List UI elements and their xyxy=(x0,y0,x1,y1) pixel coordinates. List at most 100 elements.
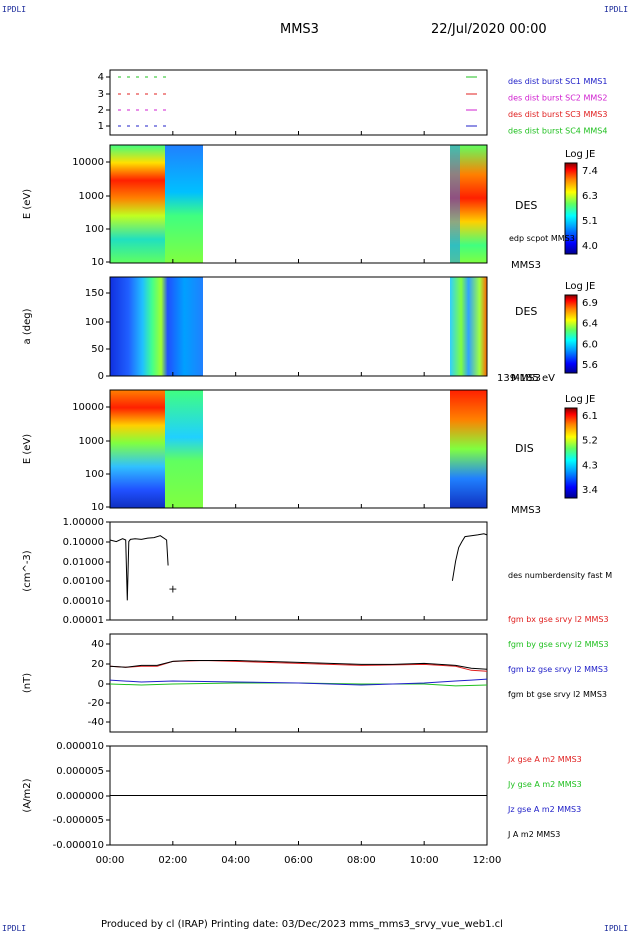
ytick-label: -20 xyxy=(88,698,104,709)
legend-entry: des dist burst SC2 MMS2 xyxy=(508,94,607,103)
legend-entry: fgm bt gse srvy l2 MMS3 xyxy=(508,690,607,699)
fgm-bz-line xyxy=(109,678,488,686)
colorbar-tick-label: 4.0 xyxy=(582,241,598,252)
corner-label-bl: IPDLI xyxy=(2,924,27,933)
des-pitch-block-2 xyxy=(450,277,487,376)
ytick-label: 40 xyxy=(91,639,104,650)
colorbar-tick-label: 3.4 xyxy=(582,485,598,496)
legend-entry: des numberdensity fast M xyxy=(508,571,612,580)
date-title: 22/Jul/2020 00:00 xyxy=(431,22,547,37)
density-line xyxy=(451,533,488,581)
legend-entry: fgm bx gse srvy l2 MMS3 xyxy=(508,615,609,624)
panel-spacecraft-label: MMS3 xyxy=(511,260,541,271)
panel-density xyxy=(109,521,488,621)
dis-energy-block-3 xyxy=(450,390,487,508)
panel-spacecraft-label: MMS3 xyxy=(511,505,541,516)
colorbar-title: Log JE xyxy=(565,149,595,160)
corner-label-tr: IPDLI xyxy=(604,5,629,14)
panel-burst-frame xyxy=(109,69,488,136)
ytick-label: 0.000000 xyxy=(56,791,104,802)
ytick-label: 0.000010 xyxy=(56,741,104,752)
legend-entry: J A m2 MMS3 xyxy=(507,830,560,839)
ytick-label: 0.00010 xyxy=(63,596,104,607)
footer-text: Produced by cl (IRAP) Printing date: 03/… xyxy=(101,919,503,930)
ytick-label: 0 xyxy=(98,679,104,690)
ytick-label: 0.00100 xyxy=(63,576,104,587)
colorbar-tick-label: 5.1 xyxy=(582,216,598,227)
mission-title: MMS3 xyxy=(280,22,319,37)
corner-label-tl: IPDLI xyxy=(2,5,27,14)
colorbar-tick-label: 6.0 xyxy=(582,339,598,350)
panel-fgm xyxy=(109,633,488,733)
xtick-label: 04:00 xyxy=(221,855,250,866)
fgm-bx-line xyxy=(109,659,488,672)
legend-entry: des dist burst SC1 MMS1 xyxy=(508,77,607,86)
xtick-label: 00:00 xyxy=(96,855,125,866)
panel-burst xyxy=(109,69,488,136)
y-axis-label: a (deg) xyxy=(22,308,33,344)
panel-spacecraft-label: MMS3 xyxy=(511,373,541,384)
ytick-label: -40 xyxy=(88,717,104,728)
des-pitch-colorbar xyxy=(564,294,578,374)
des-energy-block-2 xyxy=(165,145,203,263)
des-pitch-block-1 xyxy=(110,277,203,376)
xtick-label: 10:00 xyxy=(410,855,439,866)
des-energy-block-3-edge xyxy=(450,145,460,263)
colorbar-tick-label: 5.6 xyxy=(582,360,598,371)
ytick-label: 100 xyxy=(85,317,104,328)
ytick-label: -0.000005 xyxy=(53,815,104,826)
legend-entry: des dist burst SC3 MMS3 xyxy=(508,110,607,119)
ytick-label: 0 xyxy=(98,371,104,382)
y-axis-label: E (eV) xyxy=(22,434,33,464)
ytick-label: 0.000005 xyxy=(56,766,104,777)
legend-entry: fgm bz gse srvy l2 MMS3 xyxy=(508,665,608,674)
colorbar-tick-label: 5.2 xyxy=(582,436,598,447)
ytick-label: 1000 xyxy=(79,436,104,447)
ytick-label: 1000 xyxy=(79,191,104,202)
colorbar-tick-label: 7.4 xyxy=(582,166,598,177)
ytick-label: 0.10000 xyxy=(63,537,104,548)
colorbar-tick-label: 6.4 xyxy=(582,319,598,330)
panel-dis-energy xyxy=(109,389,578,509)
ytick-label: 1 xyxy=(98,121,104,132)
legend-entry: Jy gse A m2 MMS3 xyxy=(507,780,582,789)
des-energy-colorbar xyxy=(564,162,578,255)
ytick-label: 4 xyxy=(98,72,104,83)
density-line xyxy=(109,535,169,601)
ytick-label: 10000 xyxy=(72,157,104,168)
dis-energy-colorbar xyxy=(564,407,578,499)
corner-label-br: IPDLI xyxy=(604,924,629,933)
legend-entry: Jx gse A m2 MMS3 xyxy=(507,755,582,764)
density-frame xyxy=(109,521,488,621)
ytick-label: 150 xyxy=(85,288,104,299)
xtick-label: 02:00 xyxy=(158,855,187,866)
legend-entry: Jz gse A m2 MMS3 xyxy=(507,805,581,814)
ytick-label: 20 xyxy=(91,659,104,670)
ytick-label: 100 xyxy=(85,224,104,235)
ytick-label: 10 xyxy=(91,502,104,513)
xtick-label: 12:00 xyxy=(473,855,502,866)
panel-des-energy xyxy=(109,144,578,264)
ytick-label: 0.00001 xyxy=(63,615,104,626)
y-axis-label: E (eV) xyxy=(22,189,33,219)
ytick-label: -0.000010 xyxy=(53,840,104,851)
ytick-label: 3 xyxy=(98,89,104,100)
dis-energy-block-2 xyxy=(165,390,203,508)
legend-entry: des dist burst SC4 MMS4 xyxy=(508,127,607,136)
energy-range-label: 139-185 eV xyxy=(497,373,555,384)
fgm-bt-line xyxy=(109,660,488,670)
ytick-label: 10 xyxy=(91,257,104,268)
panel-current xyxy=(109,745,488,846)
legend-entry: fgm by gse srvy l2 MMS3 xyxy=(508,640,609,649)
overlay-label: edp scpot MMS3 xyxy=(509,234,575,243)
y-axis-label: (nT) xyxy=(22,673,33,693)
colorbar-title: Log JE xyxy=(565,394,595,405)
colorbar-title: Log JE xyxy=(565,281,595,292)
ytick-label: 0.01000 xyxy=(63,557,104,568)
y-axis-label: (cm^-3) xyxy=(22,550,33,591)
colorbar-tick-label: 4.3 xyxy=(582,460,598,471)
panel-instrument-label: DES xyxy=(515,305,537,318)
panel-instrument-label: DES xyxy=(515,199,537,212)
